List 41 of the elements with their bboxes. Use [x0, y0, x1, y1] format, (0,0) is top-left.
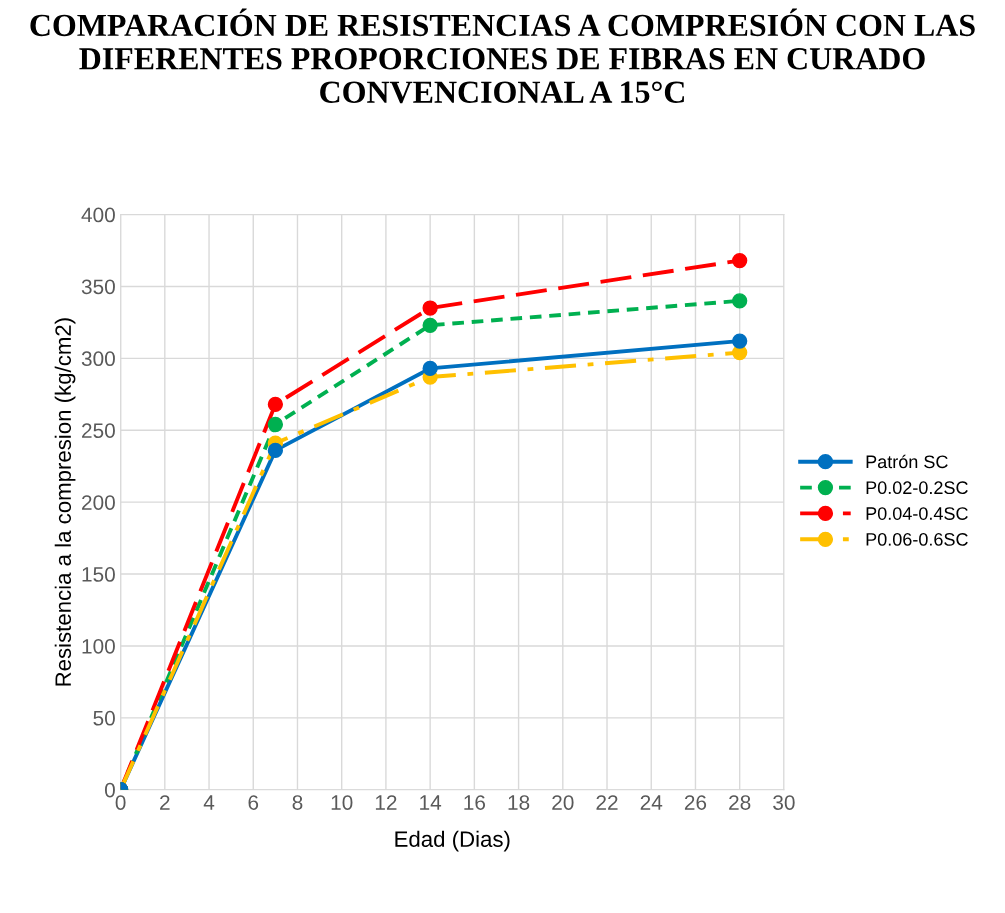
y-axis-title: Resistencia a la compresion (kg/cm2) [54, 318, 76, 686]
x-tick-label: 24 [640, 795, 663, 810]
x-tick-label: 10 [331, 795, 353, 810]
legend-label: P0.04-0.4SC [866, 507, 968, 520]
x-tick-label: 14 [420, 795, 442, 810]
y-tick-label: 150 [82, 567, 115, 582]
point [267, 416, 284, 433]
x-tick-label: 22 [596, 795, 618, 810]
point [267, 442, 284, 459]
y-tick-label: 0 [104, 782, 115, 798]
x-tick-label: 28 [729, 795, 751, 810]
point [732, 333, 748, 349]
y-tick-label: 350 [81, 279, 115, 295]
y-tick-label: 200 [82, 495, 115, 510]
y-tick-label: 250 [82, 423, 115, 439]
y-tick-label: 100 [82, 638, 115, 654]
x-tick-label: 8 [292, 795, 303, 810]
x-tick-label: 20 [552, 795, 574, 810]
point [422, 317, 438, 333]
y-tick-label: 300 [81, 351, 115, 367]
x-axis-title: Edad (Dias) [395, 830, 510, 852]
x-tick-label: 2 [160, 795, 170, 810]
legend-label: Patrón SC [866, 454, 948, 469]
x-tick-label: 6 [248, 795, 259, 810]
x-tick-label: 16 [464, 795, 486, 810]
x-tick-label: 18 [508, 795, 530, 810]
x-tick-label: 26 [684, 795, 707, 810]
x-tick-label: 4 [203, 795, 215, 810]
legend-label: P0.02-0.2SC [866, 481, 968, 495]
point [732, 252, 748, 269]
point [267, 396, 284, 413]
x-tick-label: 0 [115, 795, 126, 810]
point [732, 293, 748, 309]
point [422, 360, 438, 377]
point [422, 300, 438, 316]
legend-label: P0.06-0.6SC [866, 533, 968, 546]
chart-title: COMPARACIÓN DE RESISTENCIAS A COMPRESIÓN CON LAS DIFERENTES PROPORCIONES DE FIBRAS EN CURADO CONVENCIONAL A 15°C [30, 8, 975, 104]
y-tick-label: 50 [93, 710, 115, 726]
x-tick-label: 30 [773, 795, 795, 810]
x-tick-label: 12 [375, 795, 397, 810]
y-tick-label: 400 [81, 207, 115, 223]
